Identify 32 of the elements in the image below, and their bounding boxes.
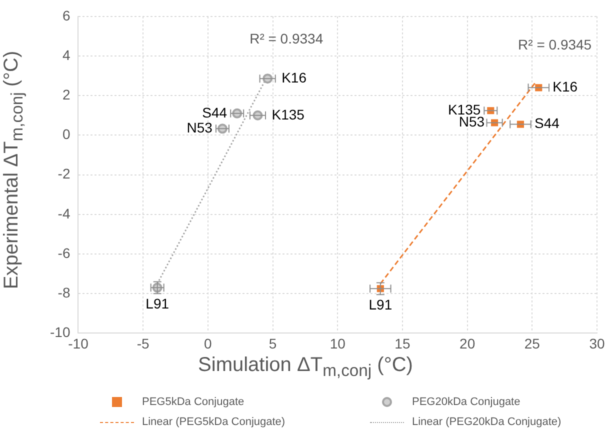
annotation: S44: [534, 115, 560, 132]
legend-label: PEG20kDa Conjugate: [412, 396, 520, 408]
x-tick-label: 25: [524, 335, 540, 352]
y-tick-label: 2: [62, 86, 70, 102]
x-tick-label: 5: [268, 335, 277, 352]
x-tick-label: 20: [460, 335, 476, 352]
annotation: L91: [368, 296, 392, 313]
y-tick-label: -6: [58, 244, 70, 261]
annotation: S44: [202, 104, 228, 120]
annotation: K16: [552, 78, 578, 95]
y-tick-label: 4: [62, 46, 70, 63]
x-tick-label: 15: [394, 335, 410, 352]
annotation: L91: [146, 296, 170, 312]
y-tick-label: -4: [58, 205, 70, 222]
x-axis-title: Simulation ΔT$_{m,conj}$ (°C): [197, 354, 414, 381]
annotation: R² = 0.9345: [518, 36, 592, 53]
annotation: K16: [282, 69, 307, 86]
y-tick-label: 6: [62, 7, 70, 24]
y-tick-label: -10: [50, 324, 70, 340]
y-tick-label: -2: [58, 166, 70, 182]
annotation: R² = 0.9334: [250, 30, 324, 47]
x-tick-label: 10: [330, 335, 346, 352]
y-tick-label: -8: [58, 284, 70, 300]
legend-label: PEG5kDa Conjugate: [142, 396, 244, 408]
x-tick-label: 0: [204, 335, 212, 352]
legend-label: Linear (PEG5kDa Conjugate): [142, 416, 286, 428]
annotation: N53: [186, 120, 213, 136]
x-tick-label: -5: [136, 335, 150, 352]
legend-label: Linear (PEG20kDa Conjugate): [412, 416, 562, 428]
y-tick-label: 0: [62, 126, 70, 142]
x-tick-label: 30: [589, 335, 605, 352]
annotation: K135: [272, 106, 305, 122]
